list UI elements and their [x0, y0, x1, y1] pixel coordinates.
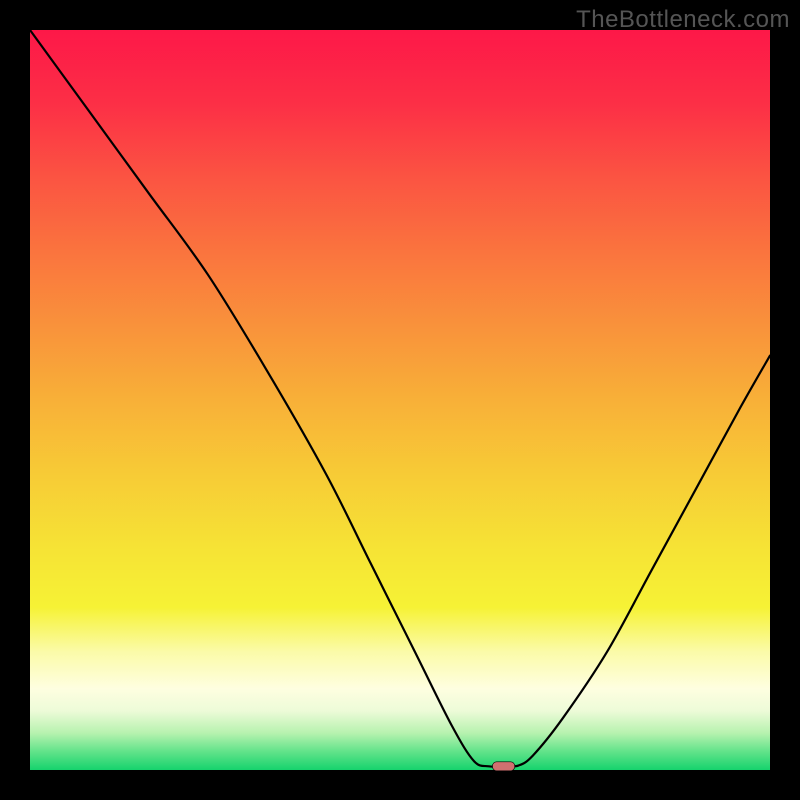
bottleneck-chart: TheBottleneck.com — [0, 0, 800, 800]
chart-svg — [0, 0, 800, 800]
plot-background-gradient — [30, 30, 770, 770]
bottleneck-minimum-marker — [493, 762, 515, 771]
watermark-text: TheBottleneck.com — [576, 6, 790, 34]
